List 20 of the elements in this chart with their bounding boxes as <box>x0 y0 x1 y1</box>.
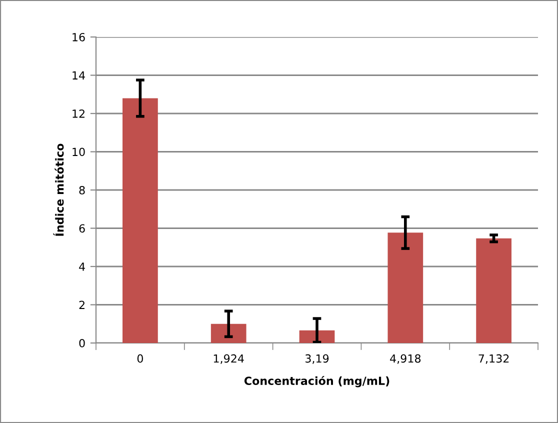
y-axis-title: Índice mitótico <box>53 144 64 236</box>
x-tick-label: 4,918 <box>390 354 421 364</box>
x-tick-label: 0 <box>137 354 143 363</box>
x-tick-label: 1,924 <box>214 354 244 364</box>
y-tick-label: 16 <box>72 32 85 42</box>
bar <box>122 98 158 343</box>
bar <box>388 232 424 343</box>
bar <box>210 324 246 343</box>
y-tick-label: 2 <box>79 300 84 309</box>
y-tick-label: 0 <box>79 338 85 348</box>
y-tick-label: 12 <box>72 109 84 118</box>
y-tick-label: 8 <box>79 186 85 194</box>
y-tick-label: 6 <box>79 224 85 233</box>
y-tick-label: 4 <box>79 262 85 271</box>
y-tick-label: 10 <box>72 148 85 156</box>
x-tick-label: 3,19 <box>305 354 329 364</box>
x-tick-label: 7,132 <box>478 354 509 364</box>
y-tick-label: 14 <box>72 71 85 80</box>
x-axis-title: Concentración (mg/mL) <box>244 376 390 388</box>
bar <box>476 238 512 343</box>
